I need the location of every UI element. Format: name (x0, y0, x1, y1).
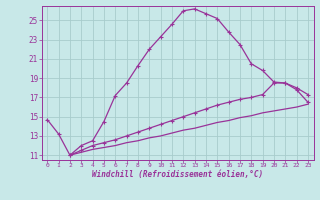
X-axis label: Windchill (Refroidissement éolien,°C): Windchill (Refroidissement éolien,°C) (92, 170, 263, 179)
